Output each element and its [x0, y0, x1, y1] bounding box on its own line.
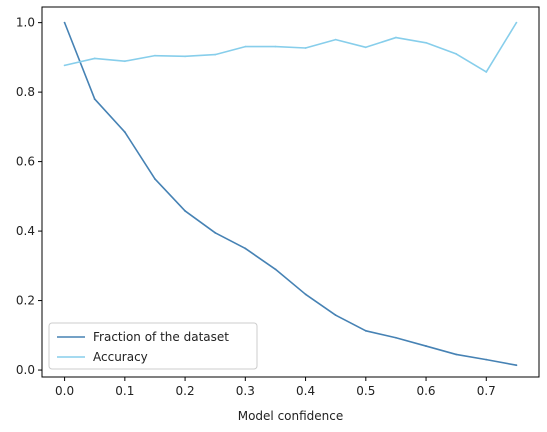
data-point-0-14 [485, 358, 488, 361]
legend: Fraction of the dataset Accuracy [48, 322, 258, 370]
series-line-1 [64, 22, 518, 73]
data-point-1-15 [515, 21, 518, 24]
data-point-1-10 [364, 46, 367, 49]
data-point-1-12 [425, 41, 427, 44]
data-point-0-7 [274, 268, 277, 271]
data-point-0-1 [93, 98, 96, 100]
plot-frame [41, 6, 540, 378]
x-tick-label: 0.2 [176, 384, 195, 398]
data-point-0-12 [425, 345, 427, 347]
y-tick-label: 0.6 [16, 155, 35, 169]
data-point-1-1 [93, 57, 96, 60]
data-point-1-11 [395, 36, 397, 39]
legend-box [48, 322, 258, 370]
data-point-1-6 [244, 45, 247, 48]
data-point-1-14 [485, 71, 488, 73]
series-layer [63, 21, 518, 367]
x-tick-label: 0.6 [416, 384, 435, 398]
x-tick-label: 0.5 [356, 384, 375, 398]
data-point-1-2 [123, 60, 126, 63]
data-point-0-8 [304, 293, 307, 296]
x-tick-label: 0.7 [477, 384, 496, 398]
data-point-0-6 [244, 247, 247, 250]
x-tick-label: 0.1 [115, 384, 134, 398]
data-point-1-5 [214, 53, 217, 56]
y-tick-label: 0.2 [16, 294, 35, 308]
data-point-1-0 [63, 64, 66, 67]
series-line-0 [63, 22, 517, 366]
data-point-1-7 [274, 45, 277, 48]
data-point-0-2 [123, 131, 126, 133]
y-axis: 0.0 0.2 0.4 0.6 0.8 1.0 [16, 16, 42, 377]
data-point-0-15 [515, 364, 518, 367]
data-point-0-3 [154, 178, 156, 180]
x-tick-label: 0.4 [296, 384, 315, 398]
y-tick-label: 0.0 [16, 363, 35, 377]
data-point-0-11 [395, 336, 397, 339]
data-point-0-4 [184, 210, 186, 212]
plot-area [42, 7, 539, 377]
x-axis: 0.0 0.1 0.2 0.3 0.4 0.5 0.6 0.7 [55, 377, 496, 398]
data-point-1-3 [154, 54, 156, 57]
data-point-0-13 [455, 353, 458, 356]
x-tick-label: 0.0 [55, 384, 74, 398]
legend-label-1: Accuracy [93, 350, 148, 364]
x-axis-title: Model confidence [238, 409, 344, 423]
data-point-1-9 [334, 38, 337, 41]
y-tick-label: 0.4 [16, 224, 35, 238]
legend-label-0: Fraction of the dataset [93, 330, 229, 344]
data-point-1-4 [184, 55, 186, 58]
data-point-0-5 [214, 231, 217, 234]
y-tick-label: 0.8 [16, 85, 35, 99]
x-tick-label: 0.3 [236, 384, 255, 398]
data-point-0-10 [364, 329, 367, 332]
y-tick-label: 1.0 [16, 16, 35, 30]
data-point-0-9 [334, 314, 337, 317]
data-point-1-8 [304, 47, 307, 49]
data-point-1-13 [455, 53, 458, 55]
data-point-0-0 [63, 21, 66, 24]
